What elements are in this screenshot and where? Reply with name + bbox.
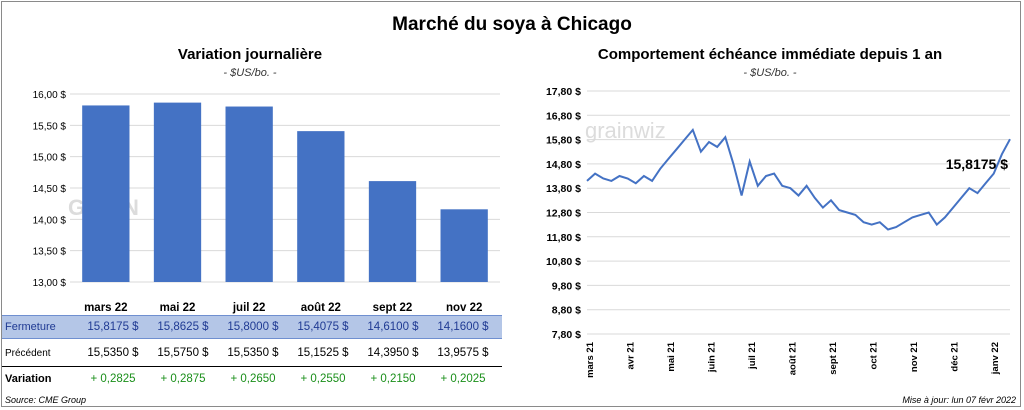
x-tick-label: oct 21 bbox=[869, 341, 880, 369]
bar-chart-y-axis: 13,00 $ 13,50 $ 14,00 $ 14,50 $ 15,00 $ 15,50… bbox=[33, 90, 67, 289]
table-cell: 15,5350 $ bbox=[87, 347, 139, 359]
line-chart: grainwiz 7,80 $ 8,80 $ 9,80 $ 10,80 $ 11,80 … bbox=[546, 86, 1011, 378]
x-tick-label: mars 21 bbox=[585, 341, 596, 378]
table-cell: 15,5350 $ bbox=[227, 347, 279, 359]
update-note: Mise à jour: lun 07 févr 2022 bbox=[902, 395, 1016, 405]
bar bbox=[225, 106, 273, 283]
table-cell: 13,9575 $ bbox=[437, 347, 489, 359]
y-tick-label: 17,80 $ bbox=[546, 86, 581, 98]
table-cell: + 0,2150 bbox=[370, 373, 416, 385]
line-chart-x-axis: mars 21 avr 21 mai 21 juin 21 juil 21 août 21… bbox=[585, 341, 1001, 378]
x-tick-label: août 21 bbox=[788, 341, 799, 375]
line-series-soya bbox=[586, 127, 1011, 231]
x-tick-label: juil 21 bbox=[747, 341, 758, 370]
table-row-fermeture: Fermeture 15,8175 $ 15,8625 $ 15,8000 $ … bbox=[2, 315, 502, 339]
bar-chart-gridlines bbox=[70, 93, 500, 283]
table-cell: 15,5750 $ bbox=[157, 347, 209, 359]
y-tick-label: 12,80 $ bbox=[546, 208, 581, 220]
table-row-label: Variation bbox=[5, 373, 52, 385]
y-tick-label: 15,00 $ bbox=[33, 153, 67, 164]
right-chart-unit: - $US/bo. - bbox=[743, 67, 797, 79]
y-tick-label: 7,80 $ bbox=[552, 329, 581, 341]
y-tick-label: 9,80 $ bbox=[552, 280, 581, 292]
y-tick-label: 14,50 $ bbox=[33, 184, 67, 195]
y-tick-label: 15,80 $ bbox=[546, 135, 581, 147]
y-tick-label: 14,80 $ bbox=[546, 159, 581, 171]
table-cell: 15,8175 $ bbox=[87, 321, 139, 333]
table-cell: 15,8625 $ bbox=[157, 321, 209, 333]
x-tick-label: mars 22 bbox=[84, 302, 127, 314]
table-cell: 15,4075 $ bbox=[297, 321, 349, 333]
y-tick-label: 8,80 $ bbox=[552, 305, 581, 317]
table-row-variation: Variation + 0,2825 + 0,2875 + 0,2650 + 0… bbox=[2, 368, 502, 390]
x-tick-label: nov 21 bbox=[909, 341, 920, 372]
bar-chart-bars bbox=[82, 102, 488, 283]
y-tick-label: 10,80 $ bbox=[546, 256, 581, 268]
y-tick-label: 14,00 $ bbox=[33, 215, 67, 226]
table-row-precedent: Précédent 15,5350 $ 15,5750 $ 15,5350 $ … bbox=[2, 342, 502, 364]
line-chart-y-axis: 7,80 $ 8,80 $ 9,80 $ 10,80 $ 11,80 $ 12,80 $ 1… bbox=[546, 86, 581, 341]
right-watermark: grainwiz bbox=[585, 118, 666, 143]
left-chart-unit: - $US/bo. - bbox=[223, 67, 277, 79]
x-tick-label: mai 21 bbox=[666, 341, 677, 371]
main-title: Marché du soya à Chicago bbox=[392, 14, 632, 35]
x-tick-label: août 22 bbox=[301, 302, 341, 314]
table-cell: 14,1600 $ bbox=[437, 321, 489, 333]
x-tick-label: juin 21 bbox=[707, 341, 718, 373]
table-cell: + 0,2875 bbox=[160, 373, 206, 385]
bar bbox=[153, 102, 202, 282]
y-tick-label: 15,50 $ bbox=[33, 121, 67, 132]
bar bbox=[82, 105, 130, 282]
bar-chart-x-axis: mars 22 mai 22 juil 22 août 22 sept 22 nov 22 bbox=[84, 302, 482, 314]
table-cell: 15,1525 $ bbox=[297, 347, 349, 359]
bar bbox=[368, 181, 417, 282]
x-tick-label: juil 22 bbox=[232, 302, 266, 314]
x-tick-label: nov 22 bbox=[446, 302, 482, 314]
x-tick-label: janv 22 bbox=[990, 342, 1001, 375]
table-cell: 14,3950 $ bbox=[367, 347, 419, 359]
y-tick-label: 11,80 $ bbox=[547, 232, 582, 244]
right-chart-title: Comportement échéance immédiate depuis 1… bbox=[597, 46, 943, 63]
left-chart-title: Variation journalière bbox=[177, 46, 323, 63]
x-tick-label: avr 21 bbox=[626, 341, 637, 369]
y-tick-label: 13,50 $ bbox=[33, 247, 67, 258]
bar-chart: GRAIN 13,00 $13,50 $14,00 $14,50 $15,00 … bbox=[33, 90, 500, 314]
table-cell: + 0,2550 bbox=[300, 373, 346, 385]
x-tick-label: mai 22 bbox=[160, 302, 196, 314]
table-cell: + 0,2025 bbox=[440, 373, 486, 385]
table-row-label: Précédent bbox=[5, 347, 51, 359]
y-tick-label: 16,00 $ bbox=[33, 90, 67, 101]
bar bbox=[297, 131, 345, 282]
table-cell: 15,8000 $ bbox=[227, 321, 279, 333]
bar bbox=[440, 209, 488, 282]
table-cell: + 0,2825 bbox=[90, 373, 136, 385]
line-chart-gridlines bbox=[587, 90, 1010, 335]
x-tick-label: déc 21 bbox=[950, 341, 961, 371]
y-tick-label: 13,00 $ bbox=[33, 278, 67, 289]
source-note: Source: CME Group bbox=[5, 395, 87, 405]
y-tick-label: 16,80 $ bbox=[546, 110, 581, 122]
y-tick-label: 13,80 $ bbox=[546, 183, 581, 195]
table-separator bbox=[2, 366, 502, 367]
last-value-label: 15,8175 $ bbox=[946, 156, 1008, 172]
x-tick-label: sept 22 bbox=[373, 302, 413, 314]
table-cell: + 0,2650 bbox=[230, 373, 276, 385]
x-tick-label: sept 21 bbox=[828, 341, 839, 374]
table-cell: 14,6100 $ bbox=[367, 321, 419, 333]
table-row-label: Fermeture bbox=[5, 321, 56, 333]
